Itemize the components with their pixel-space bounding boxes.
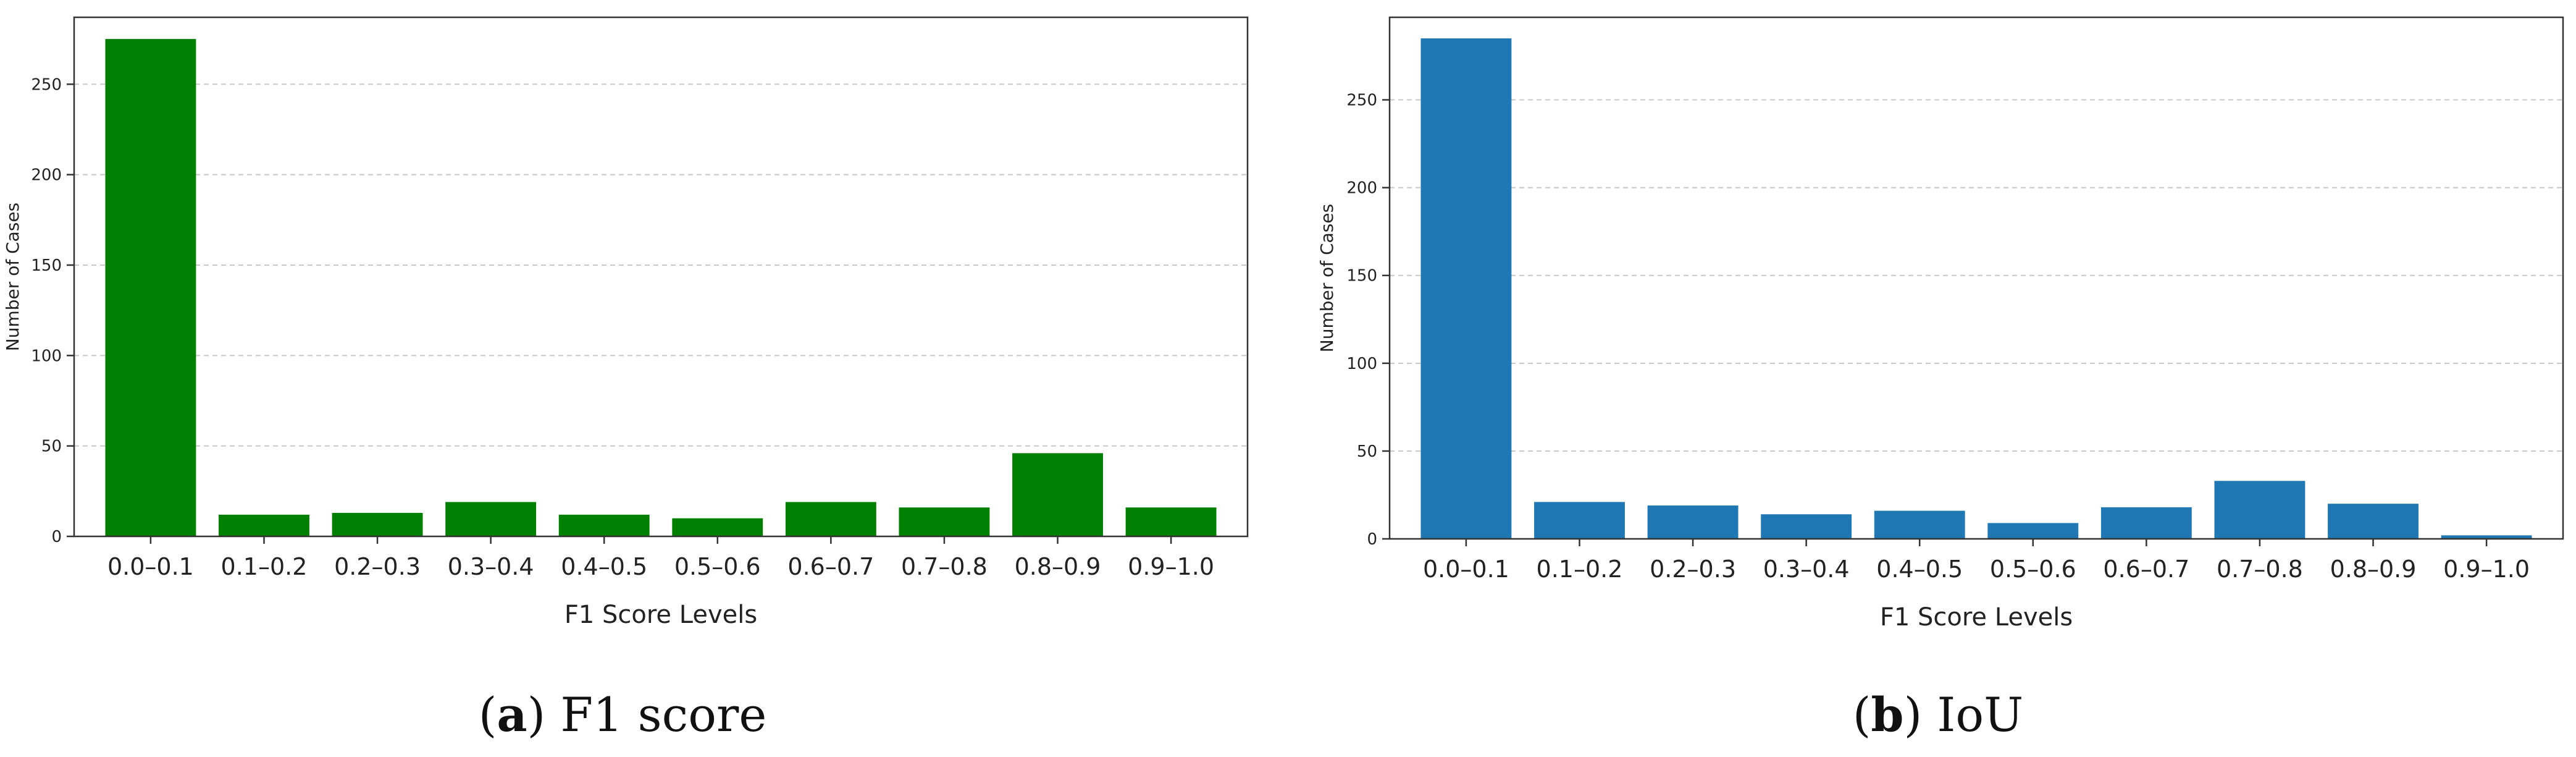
- y-tick-label: 150: [1346, 267, 1377, 285]
- bar: [1420, 38, 1512, 539]
- x-tick-label: 0.8–0.9: [2330, 556, 2417, 583]
- x-tick-label: 0.7–0.8: [2217, 556, 2303, 583]
- chart-panel-a: 0 50 100 150 200 250 0.0–0.1 0.1–0.2 0.2–0.3 0.3–…: [2, 16, 1249, 629]
- y-axis-title: Number of Cases: [1317, 204, 1337, 352]
- y-tick-label: 100: [1346, 355, 1377, 373]
- x-tick-label: 0.1–0.2: [221, 553, 308, 580]
- bar: [2441, 535, 2532, 539]
- x-tick-label: 0.9–1.0: [2443, 556, 2530, 583]
- plot-frame: [1388, 16, 2564, 540]
- x-tick-label: 0.7–0.8: [901, 553, 988, 580]
- y-tick-label: 200: [31, 166, 62, 185]
- y-tick-label: 0: [1367, 530, 1377, 549]
- bar: [1874, 510, 1965, 539]
- bar: [1125, 507, 1217, 536]
- y-tick-label: 50: [1357, 442, 1377, 461]
- x-tick-label: 0.3–0.4: [448, 553, 534, 580]
- x-tick-label: 0.5–0.6: [674, 553, 761, 580]
- bar: [2214, 481, 2305, 539]
- x-tick-label: 0.5–0.6: [1990, 556, 2076, 583]
- plot-frame: [73, 16, 1249, 538]
- x-tick-label: 0.4–0.5: [561, 553, 647, 580]
- x-tick-label: 0.6–0.7: [2103, 556, 2189, 583]
- bar: [1761, 514, 1852, 539]
- caption-b: (b) IoU: [1853, 687, 2023, 742]
- bar: [672, 518, 763, 536]
- x-tick-label: 0.1–0.2: [1537, 556, 1623, 583]
- y-tick-label: 50: [41, 438, 62, 456]
- bar: [1647, 505, 1739, 539]
- bar: [2328, 504, 2419, 539]
- x-tick-label: 0.4–0.5: [1876, 556, 1963, 583]
- y-axis-title: Number of Cases: [2, 203, 23, 351]
- y-tick-label: 200: [1346, 179, 1377, 198]
- x-tick-label: 0.6–0.7: [787, 553, 874, 580]
- bar: [899, 507, 990, 536]
- x-tick-label: 0.2–0.3: [334, 553, 421, 580]
- y-tick-label: 250: [31, 75, 62, 94]
- y-tick-label: 100: [31, 347, 62, 365]
- bar: [219, 514, 309, 536]
- x-tick-label: 0.0–0.1: [107, 553, 194, 580]
- x-tick-label: 0.3–0.4: [1763, 556, 1850, 583]
- bar: [1987, 523, 2079, 539]
- x-tick-label: 0.8–0.9: [1015, 553, 1101, 580]
- bar: [1534, 502, 1625, 539]
- bar: [105, 39, 196, 537]
- bar: [2100, 507, 2192, 539]
- bar: [785, 502, 876, 536]
- x-tick-label: 0.2–0.3: [1650, 556, 1736, 583]
- x-axis-title: F1 Score Levels: [564, 601, 757, 629]
- x-tick-label: 0.9–1.0: [1128, 553, 1214, 580]
- bar: [1012, 453, 1103, 536]
- x-axis-title: F1 Score Levels: [1880, 603, 2073, 632]
- bar: [332, 512, 423, 536]
- chart-panel-b: 0 50 100 150 200 250 0.0–0.1 0.1–0.2 0.2–0.3 0.3–…: [1317, 16, 2564, 632]
- caption-a: (a) F1 score: [479, 687, 767, 742]
- x-tick-label: 0.0–0.1: [1423, 556, 1509, 583]
- bar: [558, 514, 650, 536]
- bar: [445, 502, 537, 536]
- y-tick-label: 0: [51, 528, 62, 546]
- y-tick-label: 250: [1346, 91, 1377, 110]
- y-tick-label: 150: [31, 256, 62, 275]
